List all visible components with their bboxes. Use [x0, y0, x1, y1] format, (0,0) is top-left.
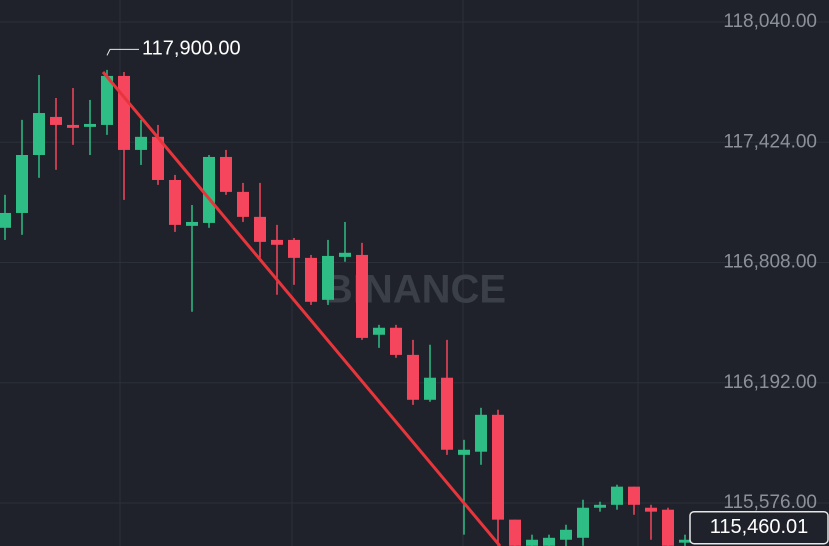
last-price-box [689, 510, 829, 545]
candle-body [356, 254, 368, 338]
y-tick-label: 116,808.00 [723, 252, 817, 273]
y-tick-label: 118,040.00 [723, 11, 817, 32]
candle-body [237, 191, 249, 217]
y-tick-label: 115,576.00 [723, 492, 817, 513]
candle-body [0, 212, 11, 228]
candle-body [254, 216, 266, 242]
candle-body [407, 354, 419, 400]
candle-body [339, 252, 351, 257]
candle-body [628, 486, 640, 505]
candle-body [186, 221, 198, 226]
candle-body [390, 327, 402, 355]
y-tick-label: 116,192.00 [723, 372, 817, 393]
candles [0, 69, 691, 546]
candle-body [322, 255, 334, 300]
candle-body [84, 123, 96, 127]
candle-body [645, 507, 657, 512]
candle-body [526, 539, 538, 546]
high-pointer [106, 48, 139, 56]
candle-body [16, 154, 28, 213]
y-tick-label: 117,424.00 [723, 131, 817, 152]
candle-body [203, 156, 215, 223]
candle-body [169, 179, 181, 225]
candle-body [220, 156, 232, 192]
high-label: 117,900.00 [142, 38, 241, 60]
candle-body [288, 239, 300, 258]
candle-body [509, 519, 521, 546]
candle-body [679, 539, 691, 543]
candle-body [543, 537, 555, 546]
candle-body [560, 529, 572, 540]
candle-body [611, 486, 623, 505]
watermark: BINANCE [324, 268, 506, 312]
candle-body [373, 327, 385, 335]
grid [0, 21, 829, 504]
labels: 118,040.00 117,424.00 116,808.00 116,192.00… [106, 11, 829, 545]
candle-body [135, 136, 147, 150]
candle-body [492, 414, 504, 520]
candle-body [305, 257, 317, 302]
trend-line [101, 71, 502, 546]
candle-body [101, 75, 113, 125]
candle-body [33, 113, 45, 155]
candle-body [594, 504, 606, 508]
candle-body [50, 116, 62, 125]
candle-body [271, 239, 283, 245]
candle-body [67, 124, 79, 128]
candle-body [424, 377, 436, 400]
candle-body [118, 75, 130, 150]
candle-body [475, 414, 487, 452]
candle-body [577, 507, 589, 538]
candle-body [152, 136, 164, 180]
candle-body [441, 377, 453, 450]
candle-body [458, 449, 470, 455]
candle-body [662, 509, 674, 546]
last-price-label: 115,460.01 [710, 516, 809, 538]
